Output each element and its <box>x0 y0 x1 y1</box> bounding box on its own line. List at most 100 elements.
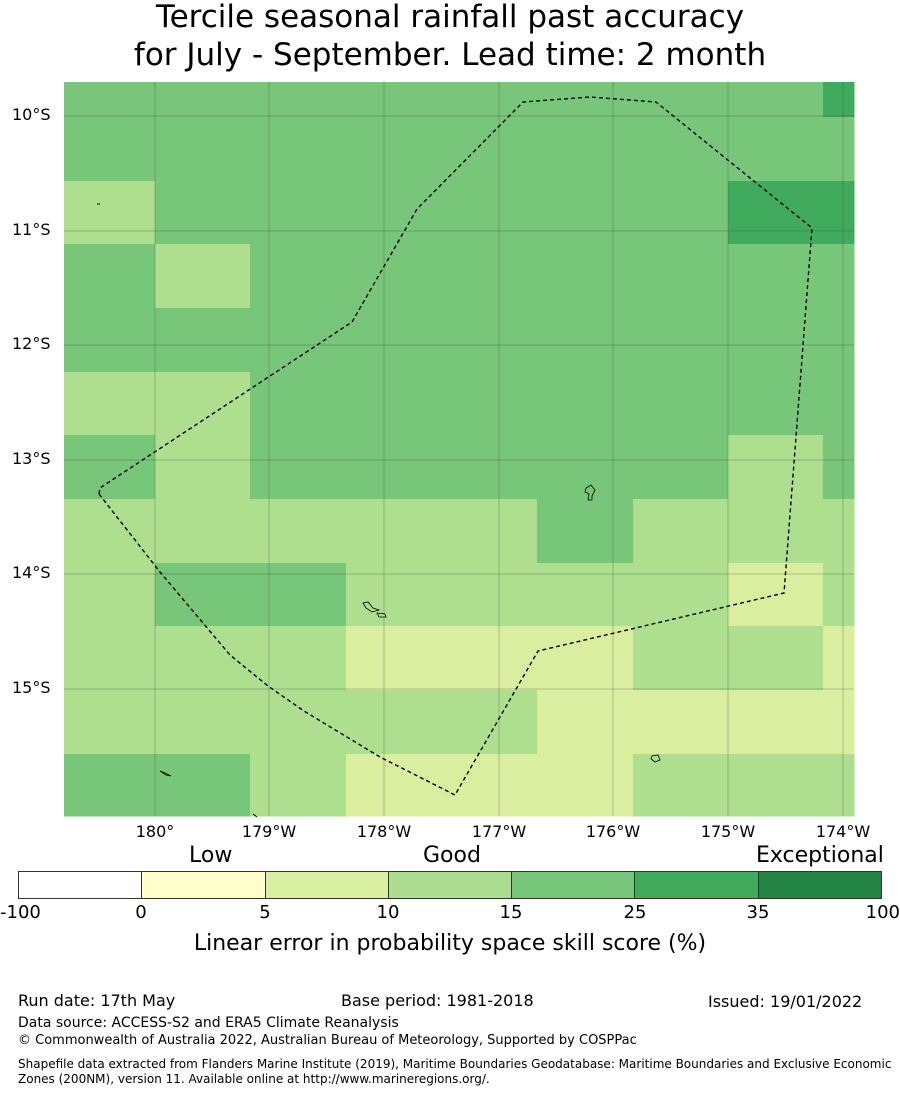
grid-cell <box>728 626 824 691</box>
grid-cell <box>537 435 634 500</box>
grid-cell <box>155 435 251 500</box>
colorbar <box>18 871 882 899</box>
run-date: Run date: 17th May <box>18 991 176 1010</box>
grid-cell <box>442 308 538 373</box>
grid-cell <box>250 690 347 755</box>
accuracy-grid <box>64 82 855 817</box>
rainfall-accuracy-map <box>64 82 855 818</box>
grid-cell <box>155 626 251 691</box>
base-period: Base period: 1981-2018 <box>341 991 534 1010</box>
grid-cell <box>442 435 538 500</box>
grid-cell <box>346 308 443 373</box>
grid-cell <box>823 754 855 817</box>
grid-cell <box>537 372 634 436</box>
grid-cell <box>250 117 347 182</box>
grid-cell <box>155 372 251 436</box>
grid-cell <box>537 690 634 755</box>
grid-cell <box>823 372 855 436</box>
lon-label: 179°W <box>241 822 297 841</box>
grid-cell <box>442 499 538 564</box>
colorbar-segment <box>512 872 636 898</box>
grid-cell <box>442 626 538 691</box>
grid-cell <box>442 181 538 245</box>
grid-cell <box>728 244 824 309</box>
grid-cell <box>346 82 443 118</box>
grid-cell <box>537 308 634 373</box>
grid-cell <box>64 690 156 755</box>
grid-cell <box>537 563 634 627</box>
grid-cell <box>64 372 156 436</box>
colorbar-segment <box>265 872 389 898</box>
grid-cell <box>250 563 347 627</box>
grid-cell <box>633 499 729 564</box>
colorbar-word-good: Good <box>423 843 481 868</box>
grid-cell <box>823 181 855 245</box>
grid-cell <box>346 244 443 309</box>
grid-cell <box>633 181 729 245</box>
grid-cell <box>728 372 824 436</box>
grid-cell <box>537 626 634 691</box>
grid-cell <box>728 181 824 245</box>
colorbar-tick: 35 <box>746 902 770 923</box>
colorbar-word-exceptional: Exceptional <box>756 843 884 868</box>
grid-cell <box>823 690 855 755</box>
island-outline <box>650 754 661 763</box>
grid-cell <box>64 82 156 118</box>
grid-cell <box>823 499 855 564</box>
grid-cell <box>633 626 729 691</box>
grid-cell <box>346 690 443 755</box>
grid-cell <box>155 563 251 627</box>
grid-cell <box>250 626 347 691</box>
copyright: © Commonwealth of Australia 2022, Austra… <box>18 1033 637 1048</box>
lon-label: 175°W <box>700 822 756 841</box>
colorbar-tick: 15 <box>499 902 523 923</box>
grid-cell <box>155 117 251 182</box>
grid-cell <box>155 754 251 817</box>
lon-label: 174°W <box>815 822 871 841</box>
grid-cell <box>346 754 443 817</box>
grid-cell <box>633 244 729 309</box>
grid-cell <box>346 499 443 564</box>
grid-cell <box>633 690 729 755</box>
grid-cell <box>250 499 347 564</box>
colorbar-tick: 100 <box>865 902 900 923</box>
grid-cell <box>250 754 347 817</box>
grid-cell <box>64 308 156 373</box>
data-source: Data source: ACCESS-S2 and ERA5 Climate … <box>18 1015 399 1031</box>
grid-cell <box>250 244 347 309</box>
grid-cell <box>823 563 855 627</box>
colorbar-tick: 5 <box>259 902 271 923</box>
shapefile-credit: Shapefile data extracted from Flanders M… <box>18 1057 892 1086</box>
grid-cell <box>64 435 156 500</box>
grid-cell <box>728 435 824 500</box>
grid-cell <box>155 181 251 245</box>
colorbar-segment <box>388 872 513 898</box>
island-outline <box>252 813 258 818</box>
lat-label: 12°S <box>12 334 51 353</box>
colorbar-label: Linear error in probability space skill … <box>193 931 707 956</box>
grid-cell <box>537 117 634 182</box>
grid-cell <box>728 308 824 373</box>
grid-cell <box>823 626 855 691</box>
grid-cell <box>823 82 855 118</box>
grid-cell <box>633 372 729 436</box>
grid-cell <box>155 499 251 564</box>
grid-cell <box>728 499 824 564</box>
lat-label: 14°S <box>12 563 51 582</box>
island-outline <box>159 770 172 777</box>
grid-cell <box>155 82 251 118</box>
grid-cell <box>346 117 443 182</box>
grid-cell <box>250 181 347 245</box>
grid-cell <box>250 372 347 436</box>
lat-label: 11°S <box>12 220 51 239</box>
issued-date: Issued: 19/01/2022 <box>708 992 863 1011</box>
grid-cell <box>64 181 156 245</box>
grid-cell <box>346 372 443 436</box>
island-outline <box>362 601 381 613</box>
grid-cell <box>728 117 824 182</box>
grid-cell <box>64 244 156 309</box>
island-outline <box>584 484 596 501</box>
colorbar-segment <box>142 872 266 898</box>
grid-cell <box>250 82 347 118</box>
lon-label: 176°W <box>585 822 641 841</box>
